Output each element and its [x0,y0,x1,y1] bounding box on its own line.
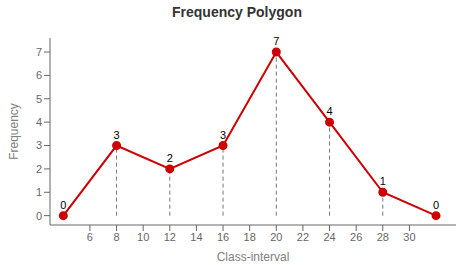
svg-text:22: 22 [297,231,309,243]
svg-text:2: 2 [36,163,42,175]
svg-text:10: 10 [137,231,149,243]
svg-text:3: 3 [36,139,42,151]
svg-text:1: 1 [36,186,42,198]
svg-text:12: 12 [164,231,176,243]
svg-text:1: 1 [380,175,386,187]
svg-text:28: 28 [377,231,389,243]
svg-text:7: 7 [36,46,42,58]
svg-text:7: 7 [273,35,279,47]
svg-text:14: 14 [190,231,202,243]
svg-text:26: 26 [350,231,362,243]
svg-text:2: 2 [167,152,173,164]
svg-text:4: 4 [36,116,42,128]
svg-text:Frequency: Frequency [8,103,21,160]
svg-text:18: 18 [244,231,256,243]
svg-text:0: 0 [60,199,66,211]
svg-text:16: 16 [217,231,229,243]
svg-text:0: 0 [433,199,439,211]
svg-text:5: 5 [36,93,42,105]
svg-text:30: 30 [403,231,415,243]
svg-text:20: 20 [270,231,282,243]
svg-text:4: 4 [326,105,332,117]
svg-text:8: 8 [113,231,119,243]
html-text:Frequency Polygon: Frequency Polygon [172,4,302,20]
svg-text:0: 0 [36,210,42,222]
svg-text:6: 6 [87,231,93,243]
svg-text:24: 24 [323,231,335,243]
svg-text:3: 3 [220,129,226,141]
svg-text:6: 6 [36,69,42,81]
svg-text:Class-interval: Class-interval [217,250,290,264]
svg-text:3: 3 [113,129,119,141]
